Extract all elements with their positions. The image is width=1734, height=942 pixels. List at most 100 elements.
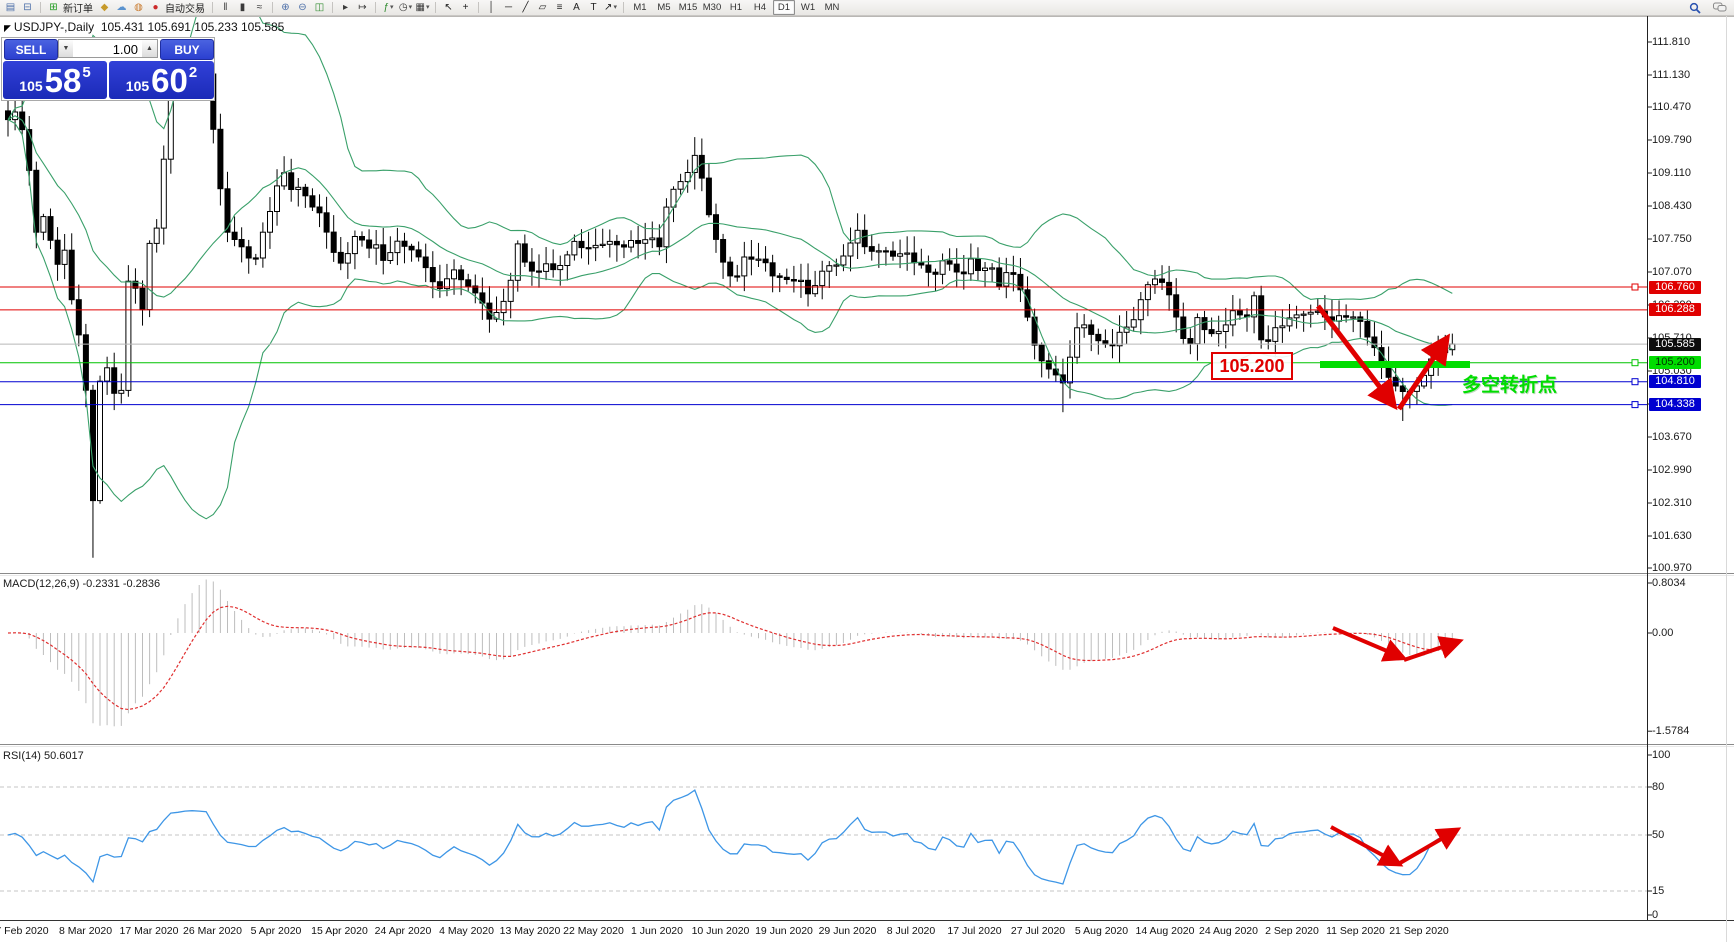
arrows-tool-icon[interactable]: ↗ ▾	[602, 1, 619, 14]
text-tool-icon: A	[573, 2, 580, 13]
turning-point-annotation[interactable]: 多空转折点	[1462, 375, 1558, 396]
buy-price-prefix: 105	[125, 78, 150, 94]
toolbar-separator	[623, 2, 624, 13]
search-icon[interactable]	[1686, 1, 1703, 14]
toolbar-separator	[435, 2, 436, 13]
tile-windows-icon: ◫	[314, 2, 325, 13]
sell-price-sup: 5	[82, 64, 91, 81]
crosshair-tool-icon[interactable]: +	[457, 1, 474, 14]
autotrading-button: ●	[152, 2, 159, 13]
volume-input[interactable]: 1.00	[73, 39, 142, 58]
horizontal-line-tool-icon[interactable]: ─	[500, 1, 517, 14]
sell-price-prefix: 105	[19, 78, 43, 94]
new-order-button[interactable]: ⊞	[45, 1, 62, 14]
volume-decrease-button[interactable]: ▼	[58, 39, 74, 58]
tab-timeframe-D1[interactable]: D1	[773, 0, 795, 15]
macd-signal-line[interactable]	[7, 605, 1453, 711]
toolbar: ▤ ⊟ ⊞ 新订单 ◆ ☁ ◍ ● 自动交易 ‖ ▮ ≈ ⊕ ⊖ ◫ ▸ ↦ ƒ ▾ ◷ ▾ ▦ ▾ ↖ + │ ─ ╱ ▱ ≡ A T ↗ ▾ M…	[0, 0, 1734, 16]
volume-increase-button[interactable]: ▲	[142, 39, 158, 58]
line-chart-icon[interactable]: ≈	[251, 1, 268, 14]
one-click-trade-panel: SELL ▼ 1.00 ▲ BUY 105 58 5 105 60 2	[1, 37, 215, 101]
label-tool-icon[interactable]: T	[585, 1, 602, 14]
cursor-tool-icon[interactable]: ↖	[440, 1, 457, 14]
community-icon: ☁	[116, 2, 127, 13]
tab-timeframe-M5[interactable]: M5	[657, 2, 671, 13]
auto-scroll-icon: ▸	[342, 2, 349, 13]
community-icon[interactable]: ☁	[113, 1, 130, 14]
tab-timeframe-M30[interactable]: M30	[702, 2, 722, 13]
bar-chart-icon[interactable]: ‖	[217, 1, 234, 14]
candlestick-chart-icon[interactable]: ▮	[234, 1, 251, 14]
sell-price-display[interactable]: 105 58 5	[3, 61, 107, 99]
buy-price-sup: 2	[188, 64, 198, 81]
toolbar-separator	[40, 2, 41, 13]
tab-timeframe-H4[interactable]: H4	[753, 2, 767, 13]
green-highlight-bar[interactable]	[1320, 361, 1470, 368]
chevron-down-icon: ▾	[613, 4, 617, 11]
tab-timeframe-W1[interactable]: W1	[800, 2, 816, 13]
tab-timeframe-M15[interactable]: M15	[678, 2, 698, 13]
candlesticks[interactable]	[5, 46, 1456, 558]
vertical-line-tool-icon: │	[488, 2, 495, 13]
tab-timeframe-MN[interactable]: MN	[824, 2, 840, 13]
rsi-arrows[interactable]	[1330, 825, 1462, 867]
chart-title: ◤ USDJPY-,Daily 105.431 105.691 105.233 1…	[4, 20, 284, 34]
tab-timeframe-H1[interactable]: H1	[729, 2, 743, 13]
text-tool-icon[interactable]: A	[568, 1, 585, 14]
templates-icon: ▦	[415, 2, 425, 13]
data-window-icon: ⊟	[23, 2, 32, 13]
signals-icon[interactable]: ◍	[130, 1, 147, 14]
autotrading-button[interactable]: ●	[147, 1, 164, 14]
fibonacci-tool-icon[interactable]: ≡	[551, 1, 568, 14]
market-icon[interactable]: ◆	[96, 1, 113, 14]
vertical-line-tool-icon[interactable]: │	[483, 1, 500, 14]
zoom-in-icon: ⊕	[281, 2, 290, 13]
data-window-icon[interactable]: ⊟	[19, 1, 36, 14]
periods-icon: ◷	[398, 2, 408, 13]
macd-histogram[interactable]	[8, 579, 1453, 727]
toolbar-separator	[478, 2, 479, 13]
chart-symbol-period: USDJPY-,Daily	[13, 20, 95, 34]
chart-shift-icon[interactable]: ↦	[354, 1, 371, 14]
toolbar-separator	[375, 2, 376, 13]
trade-panel-controls: SELL ▼ 1.00 ▲ BUY	[2, 39, 214, 60]
main-chart-arrows[interactable]	[1316, 304, 1451, 411]
chat-icon[interactable]	[1711, 1, 1728, 14]
buy-button[interactable]: BUY	[160, 39, 214, 60]
add-indicator-icon[interactable]: ƒ ▾	[380, 1, 397, 14]
chart-ohlc-values: 105.431 105.691 105.233 105.585	[100, 20, 285, 34]
channel-tool-icon[interactable]: ▱	[534, 1, 551, 14]
signals-icon: ◍	[134, 2, 143, 13]
trendline-tool-icon[interactable]: ╱	[517, 1, 534, 14]
tile-windows-icon[interactable]: ◫	[311, 1, 328, 14]
add-indicator-icon: ƒ	[383, 2, 390, 13]
horizontal-line-tool-icon: ─	[504, 2, 513, 13]
chevron-down-icon: ▾	[425, 4, 430, 11]
fibonacci-tool-icon: ≡	[556, 2, 563, 13]
tab-timeframe-M1[interactable]: M1	[633, 2, 647, 13]
buy-price-display[interactable]: 105 60 2	[109, 61, 214, 99]
zoom-out-icon[interactable]: ⊖	[294, 1, 311, 14]
templates-icon[interactable]: ▦ ▾	[414, 1, 431, 14]
market-icon: ◆	[100, 2, 109, 13]
rsi-line[interactable]	[7, 789, 1453, 885]
sell-button[interactable]: SELL	[4, 39, 58, 60]
crosshair-tool-icon: +	[462, 2, 469, 13]
autotrading-button-label[interactable]: 自动交易	[165, 4, 205, 15]
macd-arrows[interactable]	[1332, 626, 1464, 662]
bar-chart-icon: ‖	[223, 2, 228, 13]
price-annotation-box[interactable]: 105.200	[1211, 352, 1293, 380]
chart-collapse-icon[interactable]: ◤	[4, 23, 11, 33]
toolbar-separator	[332, 2, 333, 13]
new-order-button-label[interactable]: 新订单	[63, 4, 93, 15]
zoom-out-icon: ⊖	[298, 2, 307, 13]
channel-tool-icon: ▱	[538, 2, 547, 13]
chevron-down-icon: ▾	[408, 4, 413, 11]
auto-scroll-icon[interactable]: ▸	[337, 1, 354, 14]
periods-icon[interactable]: ◷ ▾	[397, 1, 414, 14]
charts-window-icon[interactable]: ▤	[2, 1, 19, 14]
zoom-in-icon[interactable]: ⊕	[277, 1, 294, 14]
cursor-tool-icon: ↖	[444, 2, 453, 13]
